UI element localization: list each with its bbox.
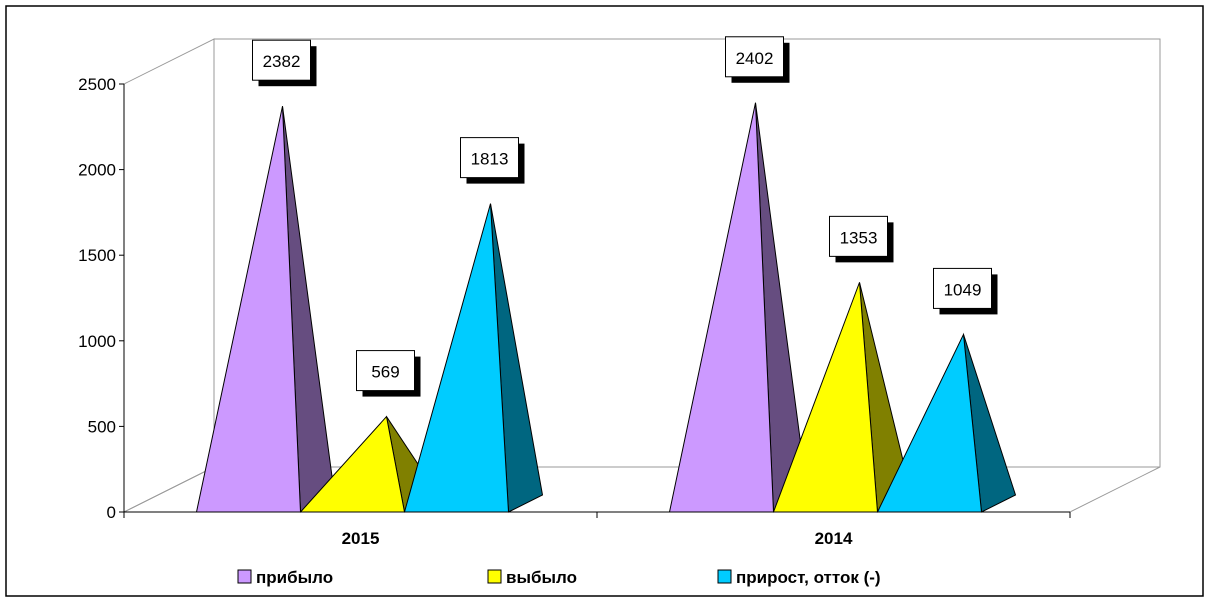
data-labels: 2382 569 1813 2402 1353 1049 (252, 36, 998, 397)
pyramid-front (876, 332, 983, 513)
chart-border (5, 5, 1204, 597)
chart-marks (195, 102, 1017, 513)
data-label-box (252, 39, 311, 81)
legend-label: прибыло (256, 568, 333, 587)
y-tick-label: 2000 (78, 161, 116, 180)
x-category-label: 2014 (815, 529, 853, 548)
data-label-box (356, 350, 415, 392)
data-label: 2382 (263, 52, 301, 71)
data-label: 1049 (944, 280, 982, 299)
x-axis: 2015 2014 (123, 511, 1071, 548)
data-label: 569 (371, 363, 399, 382)
legend: прибыло выбыло прирост, отток (-) (237, 568, 881, 587)
pyramid-front (299, 415, 406, 513)
y-tick-label: 500 (88, 417, 116, 436)
legend-label: прирост, отток (-) (736, 568, 881, 587)
data-label-box (460, 137, 519, 179)
pyramid-front (403, 203, 510, 513)
x-category-label: 2015 (342, 529, 380, 548)
data-label-box (725, 36, 784, 78)
pyramid-front (772, 282, 879, 513)
y-tick-label: 1500 (78, 246, 116, 265)
y-axis: 0 500 1000 1500 2000 2500 (78, 75, 125, 522)
data-label: 2402 (736, 49, 774, 68)
pyramid-front (195, 106, 302, 513)
y-tick-label: 0 (107, 503, 116, 522)
data-label: 1353 (840, 228, 878, 247)
legend-label: выбыло (506, 568, 577, 587)
pyramid-front (668, 102, 775, 513)
legend-swatch (237, 569, 252, 584)
data-label-box (933, 267, 992, 309)
y-tick-label: 2500 (78, 75, 116, 94)
y-tick-label: 1000 (78, 332, 116, 351)
data-label: 1813 (471, 150, 509, 169)
legend-swatch (487, 569, 502, 584)
data-label-box (829, 215, 888, 257)
legend-swatch (717, 569, 732, 584)
